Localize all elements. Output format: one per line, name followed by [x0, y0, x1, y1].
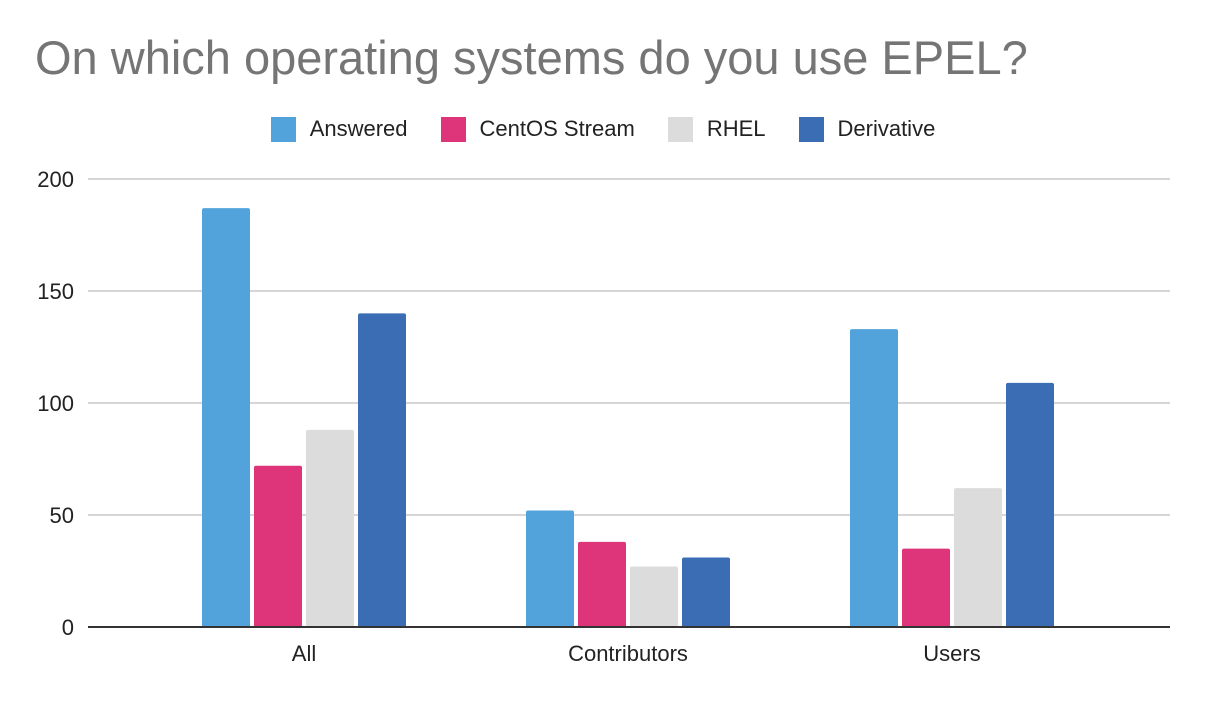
legend-swatch-rhel	[667, 116, 693, 142]
x-tick-label: Contributors	[568, 641, 688, 666]
legend-label-rhel: RHEL	[706, 116, 766, 141]
legend-item-centos-stream: CentOS Stream	[440, 116, 635, 142]
y-tick-label: 150	[37, 279, 74, 304]
y-tick-label: 100	[37, 391, 74, 416]
legend-label-answered: Answered	[309, 116, 408, 141]
y-tick-label: 50	[50, 503, 74, 528]
legend-item-derivative: Derivative	[798, 116, 936, 142]
legend-label-centos-stream: CentOS Stream	[479, 116, 635, 141]
bar-rhel-all	[306, 429, 354, 627]
y-tick-label: 0	[62, 615, 74, 640]
legend-item-rhel: RHEL	[667, 116, 766, 142]
chart-title: On which operating systems do you use EP…	[35, 31, 1028, 84]
labels-layer: 0 50 100 150 200 All Contributors Users	[37, 167, 980, 666]
legend-swatch-derivative	[798, 116, 824, 142]
legend-swatch-centos-stream	[440, 116, 466, 142]
y-tick-label: 200	[37, 167, 74, 192]
legend: Answered CentOS Stream RHEL Derivative	[0, 114, 1206, 144]
legend-label-derivative: Derivative	[837, 116, 936, 141]
bar-centos-stream-users	[902, 548, 950, 627]
bar-derivative-users	[1006, 382, 1054, 627]
bar-rhel-users	[954, 488, 1002, 627]
legend-swatch-answered	[270, 116, 296, 142]
bar-centos-stream-all	[254, 465, 302, 627]
bar-answered-contributors	[526, 510, 574, 627]
bar-answered-all	[202, 208, 250, 627]
bar-derivative-all	[358, 313, 406, 627]
legend-item-answered: Answered	[270, 116, 408, 142]
bar-rhel-contributors	[630, 566, 678, 627]
bar-derivative-contributors	[682, 557, 730, 627]
x-tick-label: Users	[923, 641, 980, 666]
bar-answered-users	[850, 329, 898, 627]
x-tick-label: All	[292, 641, 316, 666]
bars-layer	[202, 208, 1054, 627]
bar-centos-stream-contributors	[578, 541, 626, 627]
